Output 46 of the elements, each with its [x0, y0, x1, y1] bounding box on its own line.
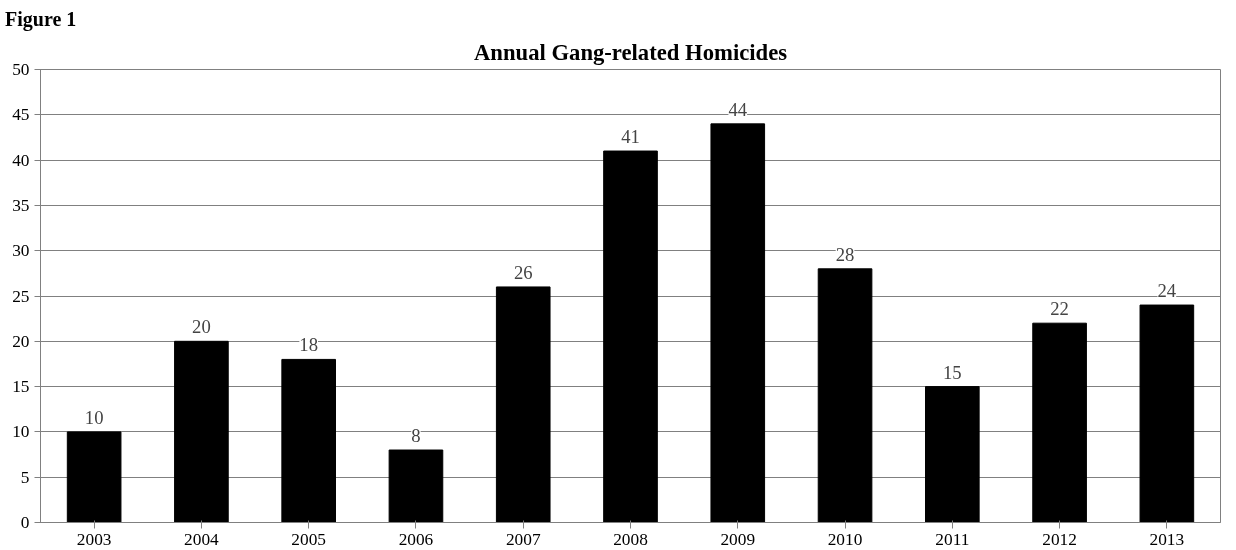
data-label: 20 [192, 316, 211, 338]
data-label: 10 [84, 406, 104, 428]
x-tick-label: 2010 [827, 529, 863, 549]
bar [1032, 322, 1087, 523]
x-tick-label: 2006 [398, 529, 434, 549]
bar [925, 386, 980, 523]
bar [174, 340, 229, 523]
data-label: 26 [513, 261, 533, 283]
y-tick-label: 5 [20, 467, 30, 487]
y-tick-label: 25 [12, 286, 30, 306]
y-tick-label: 40 [12, 150, 30, 170]
y-tick-label: 0 [20, 513, 30, 532]
caption: Figure 1 [5, 7, 77, 33]
data-label: 22 [1050, 298, 1069, 320]
x-tick-label: 2013 [1149, 529, 1185, 549]
chart-title: Annual Gang-related Homicides [474, 39, 788, 65]
data-label: 8 [411, 425, 421, 447]
data-label: 41 [621, 126, 640, 148]
y-tick-label: 20 [12, 331, 30, 351]
bar [710, 123, 766, 523]
bar [281, 358, 336, 523]
data-label: 24 [1157, 280, 1177, 302]
x-tick-label: 2012 [1042, 529, 1077, 549]
data-label: 18 [299, 334, 319, 356]
y-tick-label: 15 [12, 377, 30, 397]
y-tick-label: 30 [12, 241, 30, 261]
x-tick-label: 2008 [613, 529, 648, 549]
x-tick-label: 2004 [184, 529, 220, 549]
data-label: 15 [942, 361, 962, 383]
data-label: 44 [728, 98, 748, 120]
y-tick-label: 50 [12, 60, 30, 79]
bar [817, 268, 873, 523]
x-tick-label: 2005 [291, 529, 327, 549]
y-tick-label: 45 [12, 105, 30, 125]
bar [66, 431, 122, 523]
bar [603, 150, 658, 523]
x-tick-label: 2003 [76, 529, 112, 549]
bar [495, 286, 551, 523]
x-tick-label: 2011 [935, 529, 970, 549]
bar [1139, 304, 1195, 523]
x-tick-label: 2007 [505, 529, 541, 549]
y-tick-label: 35 [12, 195, 30, 215]
bar [388, 449, 444, 523]
data-label: 28 [835, 243, 855, 265]
x-tick-label: 2009 [720, 529, 756, 549]
y-tick-label: 10 [12, 422, 30, 442]
